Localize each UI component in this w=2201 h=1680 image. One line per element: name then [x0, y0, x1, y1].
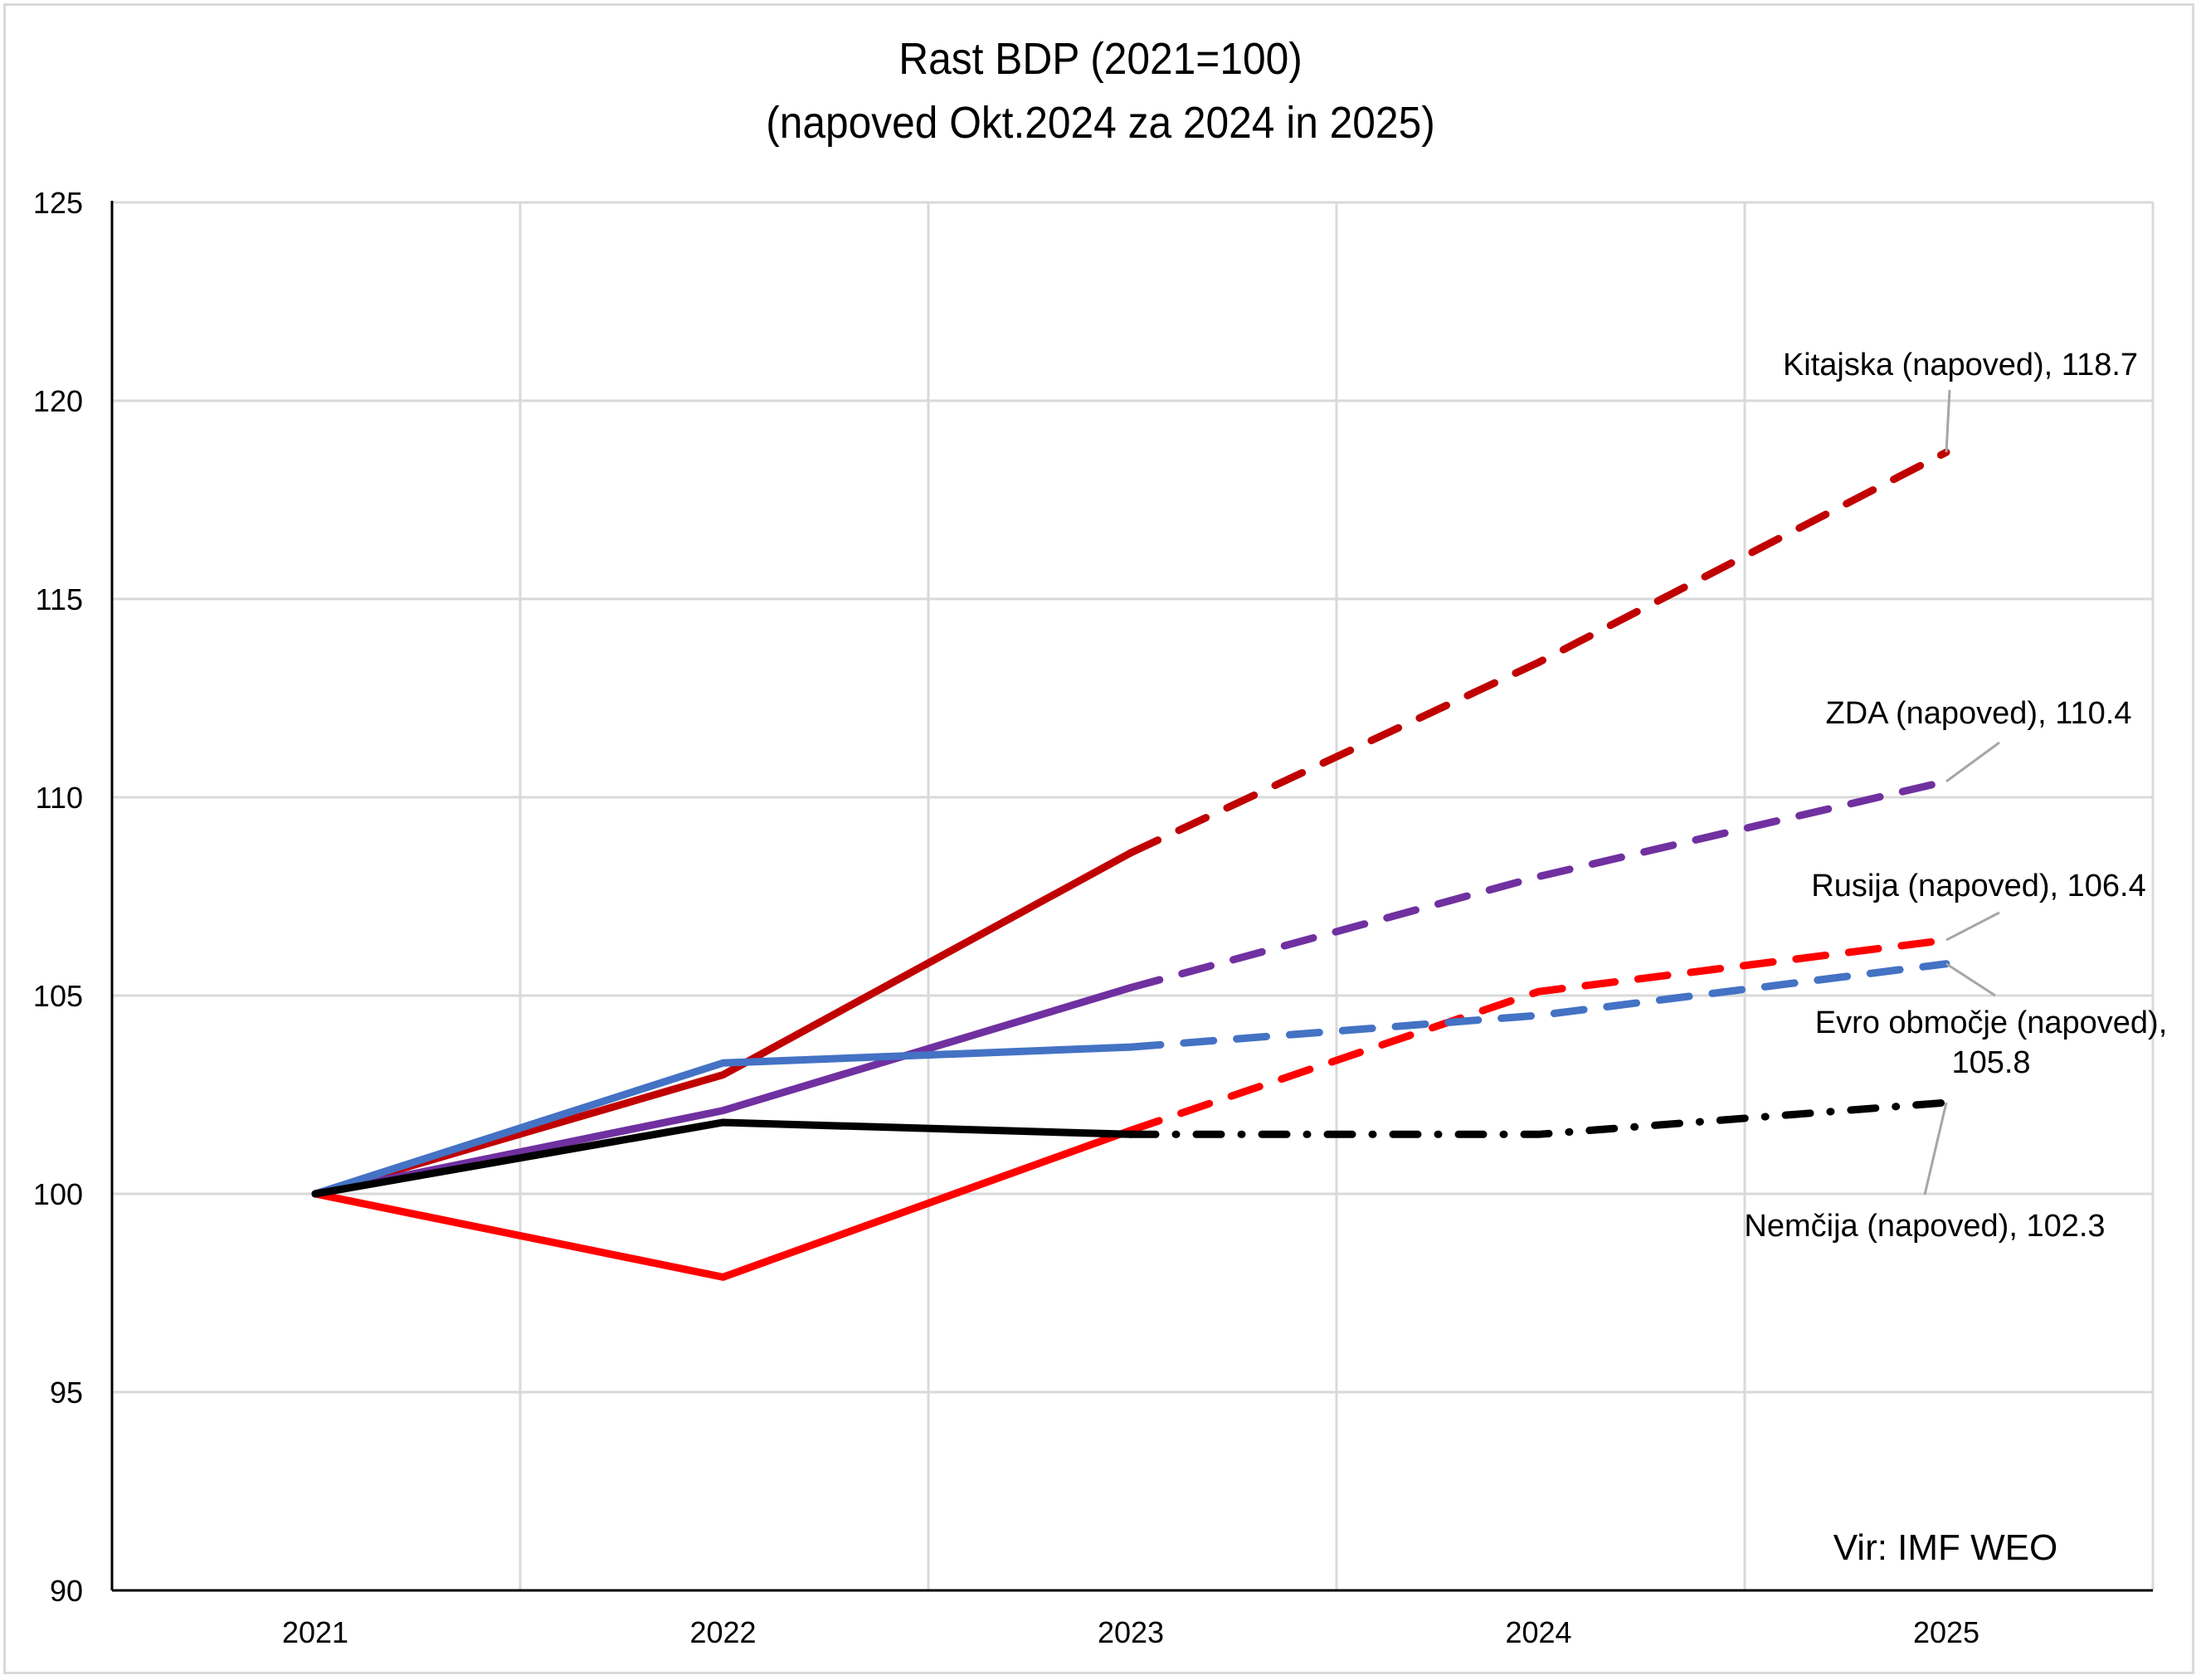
leader-line — [1945, 962, 1996, 997]
x-tick-label: 2022 — [689, 1615, 756, 1649]
data-label: ZDA (napoved), 110.4 — [1826, 696, 2132, 731]
leader-line — [1923, 1102, 1948, 1195]
data-labels: Kitajska (napoved), 118.7 ZDA (napoved), … — [1744, 348, 2167, 1244]
y-tick-label: 115 — [36, 582, 83, 616]
y-tick-label: 120 — [33, 384, 83, 418]
series-lines — [311, 448, 1950, 1281]
data-label: Nemčija (napoved), 102.3 — [1744, 1209, 2105, 1244]
leader-line — [1945, 741, 2000, 783]
chart-subtitle: (napoved Okt.2024 za 2024 in 2025) — [766, 98, 1435, 148]
series-line-evro-obmo-je-actual — [311, 1043, 1135, 1198]
series-line-kitajska-actual — [311, 849, 1135, 1198]
series-line-rusija-forecast — [1127, 936, 1950, 1135]
y-tick-label: 125 — [33, 186, 83, 220]
series-line-zda-actual — [311, 983, 1135, 1198]
y-tick-label: 95 — [50, 1376, 83, 1410]
x-tick-label: 2021 — [282, 1615, 348, 1649]
leader-line — [1945, 389, 1951, 453]
y-tick-label: 100 — [33, 1177, 83, 1211]
data-label: Rusija (napoved), 106.4 — [1811, 869, 2145, 903]
gridlines — [112, 201, 2155, 1590]
y-tick-label: 105 — [33, 979, 83, 1013]
series-line-evro-obmo-je-forecast — [1127, 960, 1950, 1051]
data-label: 105.8 — [1951, 1045, 2030, 1080]
chart-frame — [3, 3, 2194, 1674]
series-line-zda-forecast — [1127, 777, 1950, 991]
y-axis-ticks: 90 95 100 105 110 115 120 125 — [33, 186, 83, 1608]
series-line-nem-ija-actual — [311, 1118, 1135, 1198]
y-tick-label: 110 — [36, 781, 83, 815]
data-label: Evro območje (napoved), — [1815, 1006, 2168, 1040]
x-tick-label: 2025 — [1913, 1615, 1979, 1649]
label-leader-lines — [1923, 389, 2000, 1195]
series-line-kitajska-forecast — [1127, 448, 1950, 857]
source-note: Vir: IMF WEO — [1833, 1527, 2058, 1568]
x-axis-ticks: 2021 2022 2023 2024 2025 — [282, 1615, 1979, 1649]
series-line-rusija-actual — [311, 1127, 1135, 1281]
x-tick-label: 2023 — [1098, 1615, 1164, 1649]
y-tick-label: 90 — [50, 1574, 83, 1608]
data-label: Kitajska (napoved), 118.7 — [1783, 348, 2138, 382]
chart-title: Rast BDP (2021=100) — [898, 34, 1303, 84]
series-line-nem-ija-forecast — [1127, 1098, 1950, 1138]
leader-line — [1945, 911, 2000, 942]
axes — [110, 201, 2153, 1592]
x-tick-label: 2024 — [1505, 1615, 1571, 1649]
